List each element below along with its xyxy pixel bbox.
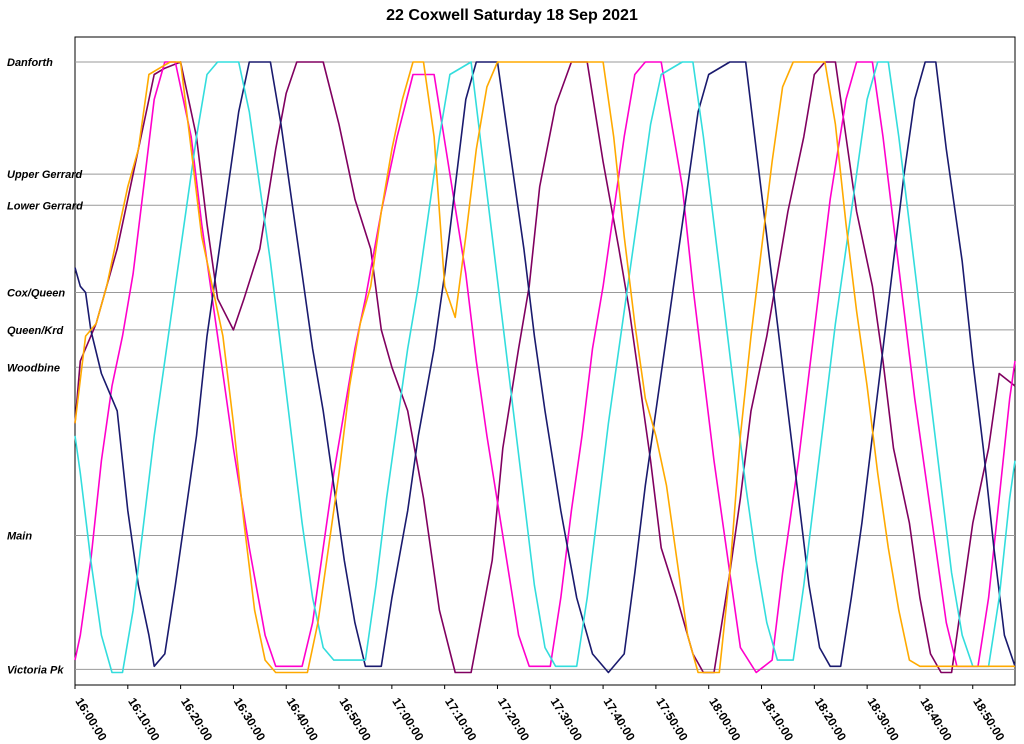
x-tick-label: 16:50:00 xyxy=(337,695,375,743)
x-tick-label: 18:40:00 xyxy=(917,695,955,743)
x-tick-label: 17:10:00 xyxy=(442,695,480,743)
series-line-1 xyxy=(74,61,1016,674)
stop-label: Lower Gerrard xyxy=(7,200,83,212)
x-tick-label: 17:50:00 xyxy=(653,695,691,743)
x-tick-label: 17:30:00 xyxy=(548,695,586,743)
series-line-4 xyxy=(74,61,1015,674)
series-layer xyxy=(74,61,1016,674)
series-line-3 xyxy=(74,61,1016,674)
x-tick-label: 17:00:00 xyxy=(389,695,427,743)
plot-area xyxy=(74,36,1016,686)
x-tick-label: 17:40:00 xyxy=(601,695,639,743)
stop-label: Upper Gerrard xyxy=(7,169,82,181)
x-tick-labels: 16:00:00 16:10:00 16:20:00 16:30:00 16:40:00… xyxy=(72,685,1008,744)
x-tick-label: 18:10:00 xyxy=(759,695,797,743)
stop-label: Queen/Krd xyxy=(7,325,64,337)
x-tick-label: 16:20:00 xyxy=(178,695,216,743)
stop-label: Main xyxy=(7,530,32,542)
x-tick-label: 16:30:00 xyxy=(231,695,269,743)
grid-layer xyxy=(75,61,1015,670)
chart-title: 22 Coxwell Saturday 18 Sep 2021 xyxy=(386,7,638,24)
stop-label: Victoria Pk xyxy=(7,664,64,676)
x-tick-label: 16:10:00 xyxy=(125,695,163,743)
x-tick-label: 18:30:00 xyxy=(865,695,903,743)
x-tick-label: 18:50:00 xyxy=(970,695,1008,743)
x-tick-label: 16:40:00 xyxy=(284,695,322,743)
series-line-2 xyxy=(74,61,1016,674)
x-tick-label: 17:20:00 xyxy=(495,695,533,743)
x-tick-label: 16:00:00 xyxy=(72,695,110,743)
x-tick-label: 18:20:00 xyxy=(812,695,850,743)
stop-label: Woodbine xyxy=(7,362,60,374)
stop-label: Cox/Queen xyxy=(7,288,65,300)
stop-labels: Danforth Upper Gerrard Lower Gerrard Cox/Qu… xyxy=(7,57,83,676)
x-tick-label: 18:00:00 xyxy=(706,695,744,743)
stop-label: Danforth xyxy=(7,57,53,69)
